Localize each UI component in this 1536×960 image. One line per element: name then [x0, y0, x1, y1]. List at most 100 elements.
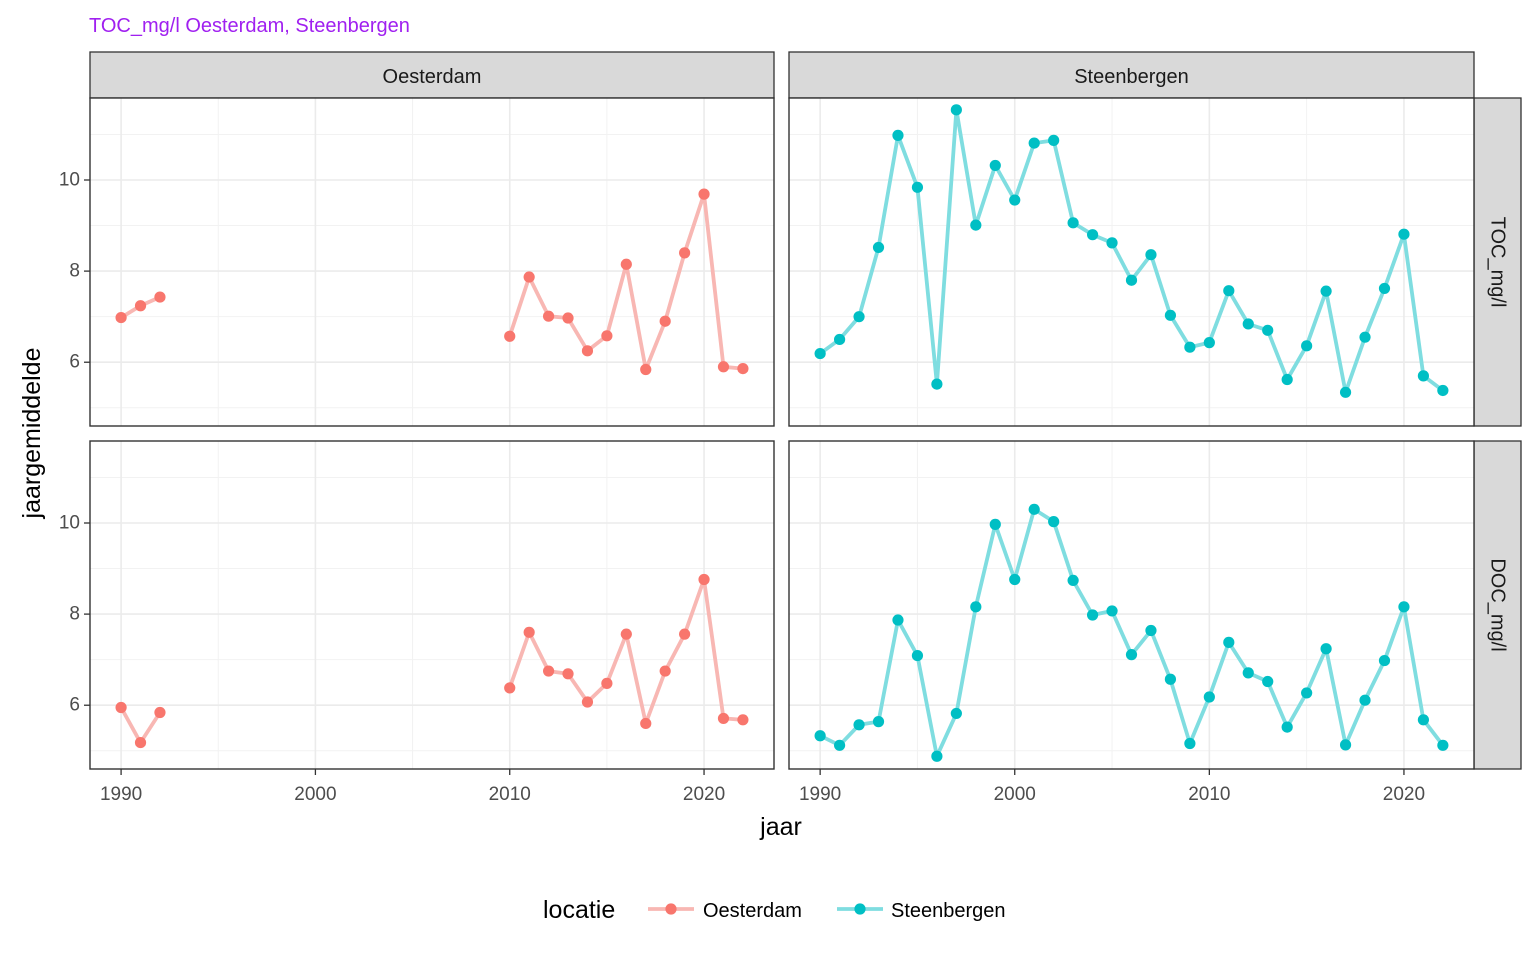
- data-point-oesterdam-2017: [640, 717, 652, 730]
- panel-border: [89, 440, 775, 770]
- panel-toc-mg-l-oesterdam: 6 8 10: [59, 97, 775, 427]
- panel-doc-mg-l-oesterdam: 6 8 10 1990 2000 2010 2020: [59, 440, 775, 805]
- data-point-steenbergen-1999: [989, 159, 1001, 172]
- legend-items: Oesterdam Steenbergen: [648, 900, 1006, 922]
- data-point-steenbergen-2013: [1262, 675, 1274, 688]
- data-point-steenbergen-2018: [1359, 331, 1371, 343]
- data-point-oesterdam-2017: [640, 363, 652, 376]
- data-point-steenbergen-2017: [1339, 739, 1352, 751]
- panel-background: [90, 98, 774, 426]
- data-point-oesterdam-2011: [523, 271, 535, 283]
- panel-background: [789, 98, 1474, 426]
- column-strip-label-oesterdam: Oesterdam: [383, 66, 482, 88]
- data-point-steenbergen-2013: [1262, 324, 1274, 336]
- data-point-steenbergen-2004: [1086, 609, 1099, 621]
- data-point-steenbergen-1998: [970, 219, 982, 231]
- data-point-steenbergen-2003: [1067, 574, 1079, 587]
- data-point-steenbergen-2007: [1145, 249, 1157, 261]
- data-point-steenbergen-2017: [1339, 386, 1352, 398]
- data-point-oesterdam-2021: [717, 712, 730, 725]
- data-point-steenbergen-2009: [1184, 341, 1196, 353]
- data-point-steenbergen-2006: [1125, 274, 1138, 286]
- data-point-steenbergen-2015: [1301, 687, 1313, 699]
- data-point-oesterdam-2021: [717, 361, 730, 373]
- data-point-steenbergen-1993: [872, 716, 885, 728]
- y-tick-label: 6: [69, 352, 80, 373]
- x-tick-label: 2020: [1383, 784, 1425, 805]
- legend-label-steenbergen: Steenbergen: [891, 900, 1006, 922]
- data-point-steenbergen-1996: [931, 750, 943, 762]
- data-point-steenbergen-1994: [892, 614, 904, 626]
- data-point-steenbergen-1996: [931, 378, 943, 390]
- data-point-steenbergen-2010: [1203, 337, 1215, 349]
- data-point-oesterdam-2011: [523, 626, 535, 638]
- data-point-oesterdam-2015: [601, 330, 613, 342]
- data-point-steenbergen-1992: [853, 311, 865, 323]
- data-point-steenbergen-2022: [1437, 384, 1449, 397]
- data-point-oesterdam-2019: [679, 628, 691, 640]
- data-point-steenbergen-2000: [1009, 573, 1021, 586]
- legend-key-point-steenbergen: [854, 903, 866, 915]
- panel-background: [90, 441, 774, 769]
- y-tick-label: 6: [69, 695, 80, 716]
- data-point-oesterdam-2010: [504, 682, 516, 694]
- column-strip-label-steenbergen: Steenbergen: [1074, 66, 1189, 88]
- x-tick-label: 2000: [994, 784, 1036, 805]
- data-point-steenbergen-1990: [814, 347, 826, 360]
- data-point-steenbergen-2019: [1378, 654, 1391, 667]
- data-point-steenbergen-1992: [853, 719, 865, 731]
- panel-border: [788, 440, 1475, 770]
- data-point-oesterdam-2013: [562, 312, 574, 324]
- facet-panels: Oesterdam Steenbergen TOC_mg/l DOC_mg/l 6 8 10…: [59, 51, 1522, 805]
- data-point-steenbergen-1990: [814, 730, 826, 742]
- data-point-steenbergen-2014: [1281, 373, 1293, 386]
- data-point-oesterdam-1992: [154, 706, 166, 719]
- data-point-oesterdam-1991: [134, 736, 147, 749]
- data-point-steenbergen-2021: [1417, 370, 1430, 382]
- data-point-oesterdam-2022: [737, 363, 749, 375]
- data-point-steenbergen-2018: [1359, 694, 1371, 706]
- panel-border: [788, 97, 1475, 427]
- data-point-oesterdam-1992: [154, 291, 166, 303]
- x-tick-label: 1990: [799, 784, 841, 805]
- legend: locatie Oesterdam Steenbergen: [543, 896, 1006, 924]
- data-point-steenbergen-2007: [1145, 624, 1157, 637]
- x-tick-label: 2020: [683, 784, 725, 805]
- data-point-oesterdam-2014: [581, 345, 594, 357]
- data-point-oesterdam-2012: [542, 310, 555, 322]
- data-point-steenbergen-2010: [1203, 691, 1215, 703]
- data-point-steenbergen-2005: [1106, 237, 1118, 249]
- x-axis-label: jaar: [759, 813, 802, 841]
- y-tick-label: 8: [69, 261, 80, 282]
- y-axis-label: jaargemiddelde: [18, 348, 46, 520]
- data-point-steenbergen-2012: [1242, 318, 1254, 330]
- data-point-steenbergen-1997: [950, 707, 962, 720]
- data-point-oesterdam-2018: [659, 665, 671, 677]
- data-point-steenbergen-1994: [892, 129, 904, 141]
- data-point-steenbergen-1991: [833, 739, 846, 751]
- legend-key-point-oesterdam: [665, 903, 677, 915]
- column-strip-steenbergen: [788, 51, 1475, 99]
- data-point-oesterdam-2016: [620, 258, 632, 270]
- data-point-steenbergen-2011: [1223, 636, 1235, 648]
- data-point-oesterdam-2020: [698, 188, 710, 200]
- data-point-oesterdam-2013: [562, 668, 574, 680]
- data-point-steenbergen-1995: [911, 649, 924, 662]
- x-tick-label: 1990: [100, 784, 142, 805]
- data-point-oesterdam-2020: [698, 573, 710, 586]
- data-point-oesterdam-2010: [504, 330, 516, 342]
- data-point-oesterdam-2014: [581, 696, 594, 708]
- data-point-steenbergen-2011: [1223, 285, 1235, 297]
- data-point-steenbergen-2002: [1048, 516, 1060, 528]
- column-strip-oesterdam: [89, 51, 775, 99]
- data-point-steenbergen-2012: [1242, 667, 1254, 679]
- data-point-oesterdam-2012: [542, 665, 555, 677]
- panel-doc-mg-l-steenbergen: 1990 2000 2010 2020: [788, 440, 1475, 805]
- data-point-steenbergen-2022: [1437, 739, 1449, 751]
- row-strip-toc-mg-l: [1473, 97, 1522, 427]
- data-point-steenbergen-2014: [1281, 721, 1293, 733]
- row-strip-label-doc-mg-l: DOC_mg/l: [1487, 558, 1509, 651]
- panel-background: [789, 441, 1474, 769]
- y-tick-label: 10: [59, 513, 80, 534]
